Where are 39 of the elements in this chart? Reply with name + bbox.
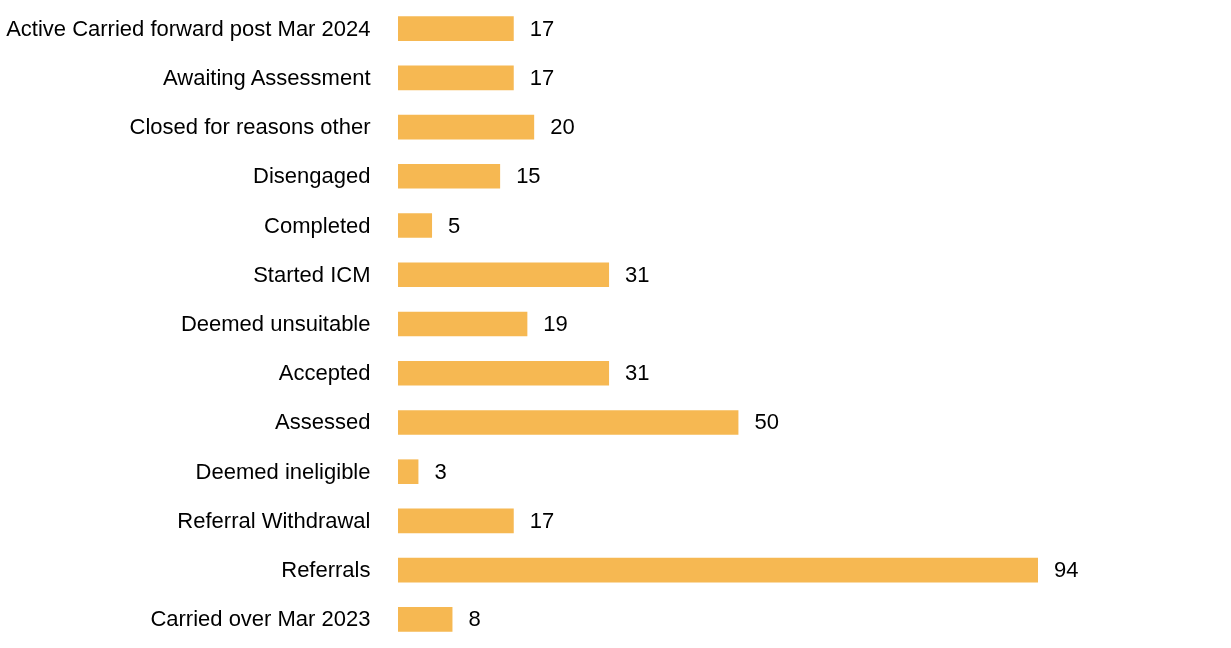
y-tick-label: Disengaged	[253, 163, 371, 189]
y-tick-label: Referral Withdrawal	[177, 507, 371, 533]
bar	[398, 360, 610, 386]
data-label: 20	[550, 114, 575, 140]
bar	[398, 213, 433, 238]
bar	[398, 508, 514, 534]
y-tick-label: Active Carried forward post Mar 2024	[6, 15, 371, 41]
y-tick-label: Deemed ineligible	[195, 458, 371, 484]
bar	[398, 607, 453, 632]
y-tick-label: Closed for reasons other	[129, 114, 371, 140]
bar	[398, 459, 419, 484]
y-tick-label: Referrals	[281, 557, 371, 583]
bar	[398, 16, 514, 41]
data-label: 17	[529, 507, 555, 533]
data-label: 94	[1054, 557, 1079, 583]
bar	[398, 410, 739, 435]
data-label: 3	[434, 458, 447, 484]
y-tick-label: Awaiting Assessment	[163, 64, 371, 90]
bar	[398, 262, 610, 288]
y-tick-label: Carried over Mar 2023	[150, 606, 371, 632]
bar	[398, 557, 1038, 583]
bar	[398, 65, 514, 91]
data-label: 19	[543, 311, 568, 336]
data-label: 17	[529, 64, 555, 90]
data-label: 5	[448, 212, 461, 238]
data-label: 15	[516, 163, 541, 189]
data-label: 17	[529, 15, 555, 41]
data-label: 31	[625, 360, 650, 386]
bar	[398, 114, 535, 140]
bar	[398, 164, 501, 189]
y-tick-label: Deemed unsuitable	[180, 311, 371, 336]
y-tick-label: Started ICM	[253, 261, 371, 287]
y-tick-label: Accepted	[278, 360, 371, 386]
bar	[398, 311, 528, 337]
data-label: 31	[625, 261, 650, 287]
y-tick-label: Assessed	[275, 409, 371, 435]
y-tick-label: Completed	[264, 212, 371, 238]
data-label: 50	[754, 409, 779, 435]
data-label: 8	[468, 606, 481, 632]
